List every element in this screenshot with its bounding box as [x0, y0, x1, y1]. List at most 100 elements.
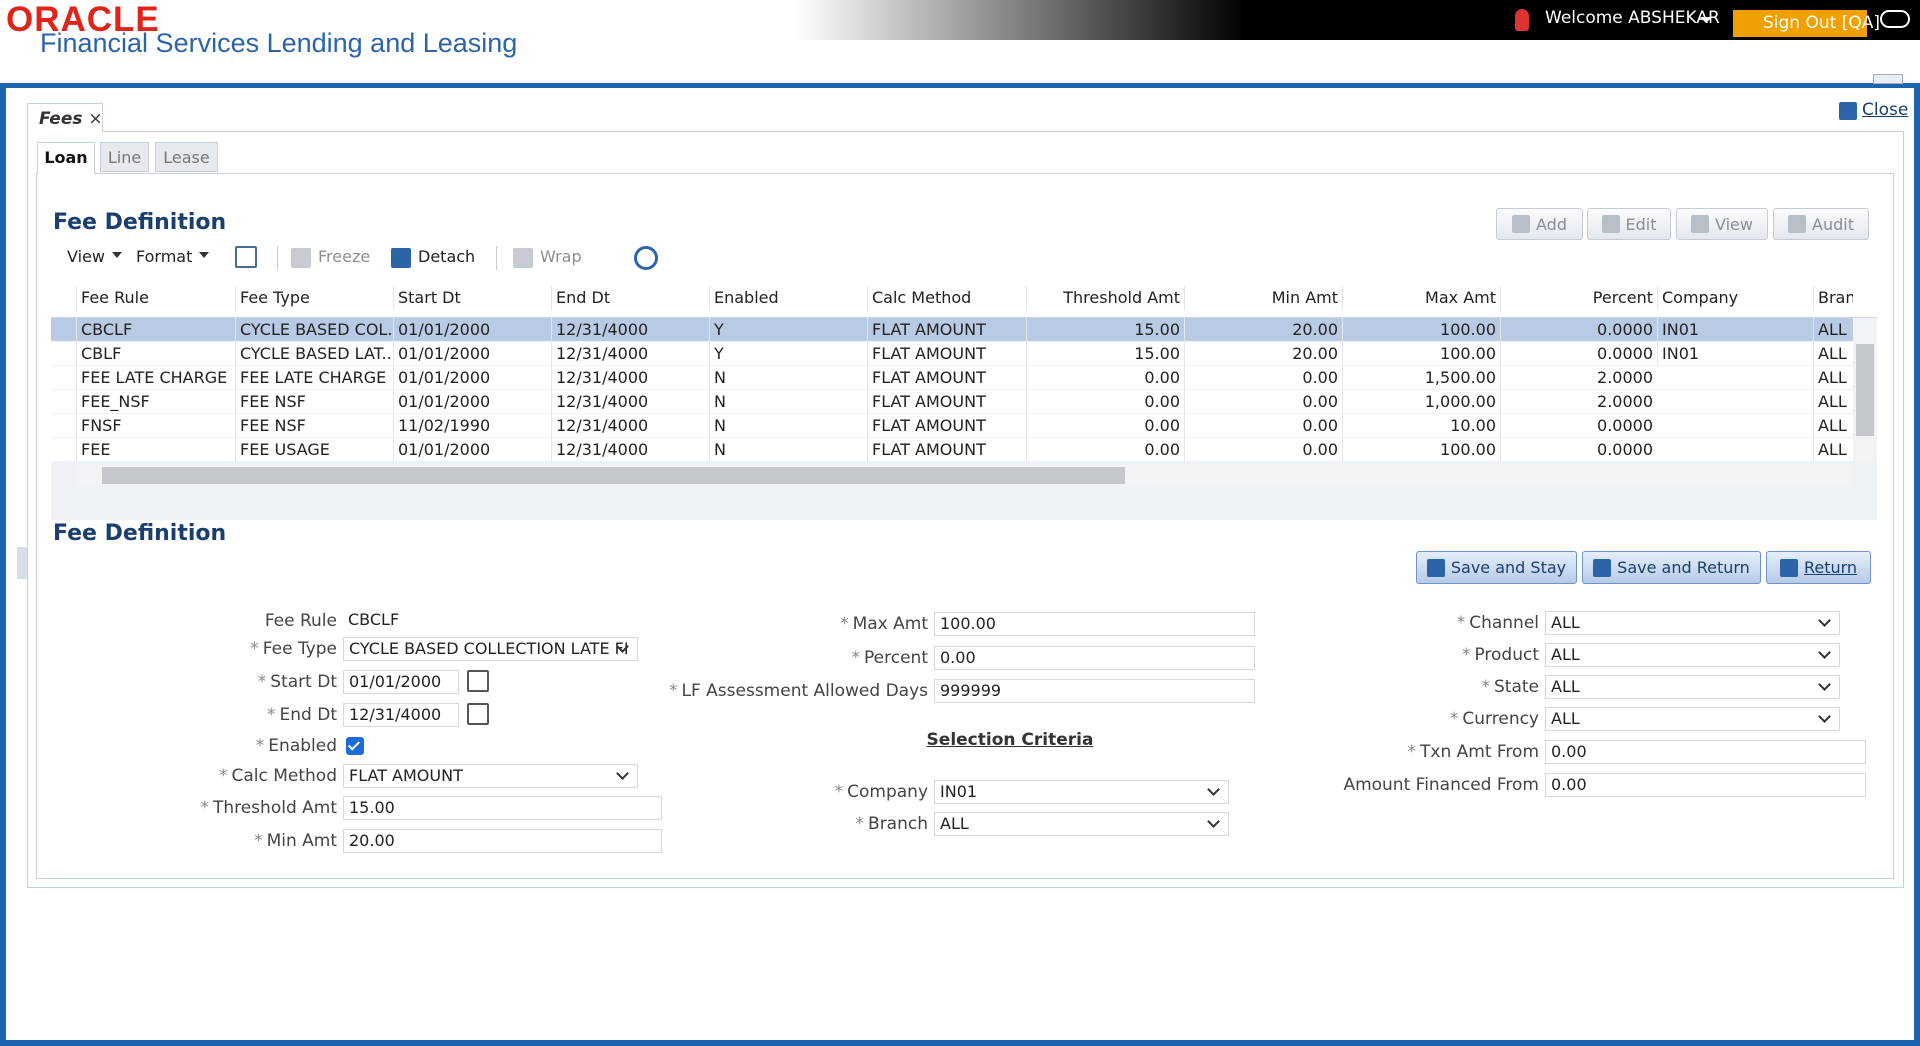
table-row[interactable] — [51, 366, 1853, 390]
field-label: * Calc Method — [0, 764, 337, 788]
form-button[interactable]: Save and Stay — [1416, 551, 1577, 584]
column-header[interactable]: Enabled — [709, 286, 867, 310]
action-button[interactable]: Audit — [1773, 208, 1869, 240]
table-cell: FNSF — [76, 414, 235, 438]
toolbar-menu[interactable]: View — [67, 245, 122, 269]
button-label: View — [1715, 214, 1753, 234]
field-text[interactable]: 0.00 — [934, 646, 1255, 670]
column-header[interactable]: End Dt — [551, 286, 709, 310]
toolbar-button[interactable]: Wrap — [540, 247, 582, 266]
required-mark: * — [855, 814, 865, 834]
sub-tab[interactable]: Loan — [37, 142, 95, 174]
field-date[interactable]: 01/01/2000 — [343, 670, 459, 694]
table-cell: N — [709, 414, 867, 438]
field-date[interactable]: 12/31/4000 — [343, 703, 459, 727]
table-cell: CBCLF — [76, 318, 235, 342]
toolbar-icon — [291, 248, 311, 268]
welcome[interactable]: Welcome ABSHEKAR — [1545, 8, 1720, 28]
field-select[interactable]: FLAT AMOUNT — [343, 764, 638, 788]
field-label: * Start Dt — [0, 670, 337, 694]
sign-out[interactable]: Sign Out [QA] — [1733, 10, 1880, 37]
table-cell: 15.00 — [1026, 342, 1184, 366]
table-cell: ALL — [1813, 390, 1853, 414]
close-icon — [1839, 102, 1857, 120]
column-header[interactable]: Min Amt — [1184, 286, 1342, 310]
side-toggle[interactable] — [17, 547, 27, 579]
field-select[interactable]: ALL — [1545, 611, 1840, 635]
button-icon — [1601, 215, 1620, 233]
field-label: * Fee Type — [0, 637, 337, 661]
action-button[interactable]: View — [1676, 208, 1768, 240]
required-mark: * — [257, 672, 267, 692]
sub-tab[interactable]: Line — [100, 142, 149, 172]
field-select[interactable]: ALL — [1545, 707, 1840, 731]
table-row[interactable] — [51, 438, 1853, 462]
table-cell: 0.00 — [1184, 438, 1342, 462]
label-text: State — [1494, 677, 1539, 697]
field-label: Fee Rule — [0, 609, 337, 633]
field-text[interactable]: 100.00 — [934, 612, 1255, 636]
sub-tab[interactable]: Lease — [155, 142, 218, 172]
column-header[interactable]: Percent — [1500, 286, 1657, 310]
column-header[interactable]: Branch — [1813, 286, 1853, 310]
table-row[interactable] — [51, 390, 1853, 414]
action-button[interactable]: Add — [1496, 208, 1583, 240]
table-cell: 100.00 — [1342, 438, 1500, 462]
checkbox[interactable] — [346, 737, 364, 755]
label-text: Fee Type — [262, 639, 337, 659]
table-row[interactable] — [51, 318, 1853, 342]
field-text[interactable]: 0.00 — [1545, 773, 1866, 797]
required-mark: * — [254, 831, 263, 851]
form-button[interactable]: Save and Return — [1582, 551, 1761, 584]
table-cell: 0.0000 — [1500, 438, 1657, 462]
action-button[interactable]: Edit — [1587, 208, 1671, 240]
oracle-icon — [1880, 10, 1910, 28]
table-cell: FLAT AMOUNT — [867, 342, 1026, 366]
column-header[interactable]: Company — [1657, 286, 1813, 310]
field-readonly: CBCLF — [348, 610, 400, 629]
required-mark: * — [834, 782, 844, 802]
field-label: * Max Amt — [528, 612, 928, 636]
calendar-icon[interactable] — [467, 703, 489, 725]
field-text[interactable]: 15.00 — [343, 796, 662, 820]
label-text: Percent — [864, 648, 928, 668]
refresh-icon[interactable] — [634, 246, 658, 270]
field-text[interactable]: 999999 — [934, 679, 1255, 703]
column-header[interactable]: Max Amt — [1342, 286, 1500, 310]
scroll-thumb[interactable] — [1856, 344, 1874, 436]
toolbar-button[interactable]: Freeze — [318, 247, 371, 266]
page-tab[interactable]: Fees × — [27, 103, 103, 132]
scroll-thumb[interactable] — [102, 467, 1125, 484]
field-text[interactable]: 0.00 — [1545, 740, 1866, 764]
calendar-icon[interactable] — [467, 670, 489, 692]
toolbar-menu[interactable]: Format — [136, 245, 210, 269]
field-select[interactable]: IN01 — [934, 780, 1229, 804]
table-row[interactable] — [51, 414, 1853, 438]
field-select[interactable]: CYCLE BASED COLLECTION LATE FI — [343, 637, 638, 661]
close-link[interactable]: Close — [1862, 100, 1909, 120]
table-cell: 1,000.00 — [1342, 390, 1500, 414]
field-select[interactable]: ALL — [1545, 643, 1840, 667]
toolbar-separator — [277, 246, 278, 270]
form-button[interactable]: Return — [1766, 551, 1871, 584]
table-row[interactable] — [51, 342, 1853, 366]
field-select[interactable]: ALL — [1545, 675, 1840, 699]
column-header[interactable]: Calc Method — [867, 286, 1026, 310]
field-select[interactable]: ALL — [934, 812, 1229, 836]
table-cell: 0.0000 — [1500, 414, 1657, 438]
toolbar-separator — [496, 246, 497, 270]
column-header[interactable]: Fee Rule — [76, 286, 235, 310]
button-label: Audit — [1812, 214, 1854, 234]
table-cell: FEE NSF — [235, 414, 393, 438]
button-label: Add — [1536, 214, 1567, 234]
toolbar-button[interactable]: Detach — [418, 247, 476, 266]
field-label: * Threshold Amt — [0, 796, 337, 820]
collapse-header[interactable] — [1873, 74, 1903, 84]
column-header[interactable]: Fee Type — [235, 286, 393, 310]
toolbar-icon[interactable] — [235, 246, 257, 268]
column-header[interactable]: Threshold Amt — [1026, 286, 1184, 310]
field-label: * Branch — [528, 812, 928, 836]
table-cell: 15.00 — [1026, 318, 1184, 342]
column-header[interactable]: Start Dt — [393, 286, 551, 310]
field-text[interactable]: 20.00 — [343, 829, 662, 853]
